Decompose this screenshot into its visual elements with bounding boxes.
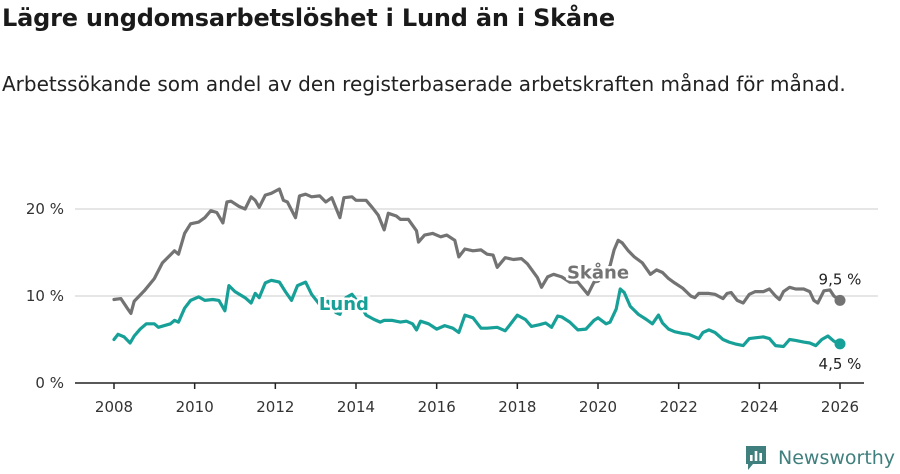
skåne-end-marker bbox=[834, 294, 846, 306]
y-tick-label: 10 % bbox=[26, 287, 64, 305]
x-tick-label: 2022 bbox=[660, 398, 698, 416]
newsworthy-logo-icon bbox=[746, 446, 766, 470]
gridlines bbox=[75, 208, 878, 297]
skåne-series-label: Skåne bbox=[567, 262, 629, 284]
axes: 0 % 10 % 20 % 2008 2010 2012 2014 2016 2018 2020 2… bbox=[26, 200, 864, 416]
x-tick-label: 2016 bbox=[418, 398, 456, 416]
skåne-end-value-label: 9,5 % bbox=[819, 270, 862, 288]
y-tick-label: 0 % bbox=[35, 374, 64, 392]
x-tick-label: 2026 bbox=[821, 398, 859, 416]
y-tick-label: 20 % bbox=[26, 200, 64, 218]
chart-subtitle: Arbetssökande som andel av den registerb… bbox=[2, 72, 846, 96]
brand-logo: Newsworthy bbox=[744, 443, 895, 473]
lund-series-label: Lund bbox=[319, 294, 369, 315]
x-tick-label: 2020 bbox=[579, 398, 617, 416]
brand-name: Newsworthy bbox=[778, 447, 896, 469]
x-tick-label: 2010 bbox=[176, 398, 214, 416]
x-tick-label: 2024 bbox=[740, 398, 778, 416]
chart-title: Lägre ungdomsarbetslöshet i Lund än i Sk… bbox=[2, 4, 615, 32]
lund-end-marker bbox=[834, 338, 846, 350]
lund-end-value-label: 4,5 % bbox=[819, 355, 862, 373]
series-lines bbox=[112, 187, 846, 350]
skåne-series-line bbox=[112, 187, 842, 315]
series-labels: Skåne 9,5 % Lund 4,5 % bbox=[316, 259, 862, 373]
lund-series-line bbox=[112, 278, 842, 349]
x-tick-label: 2008 bbox=[95, 398, 133, 416]
x-tick-label: 2014 bbox=[337, 398, 375, 416]
x-tick-label: 2012 bbox=[256, 398, 294, 416]
x-tick-label: 2018 bbox=[498, 398, 536, 416]
